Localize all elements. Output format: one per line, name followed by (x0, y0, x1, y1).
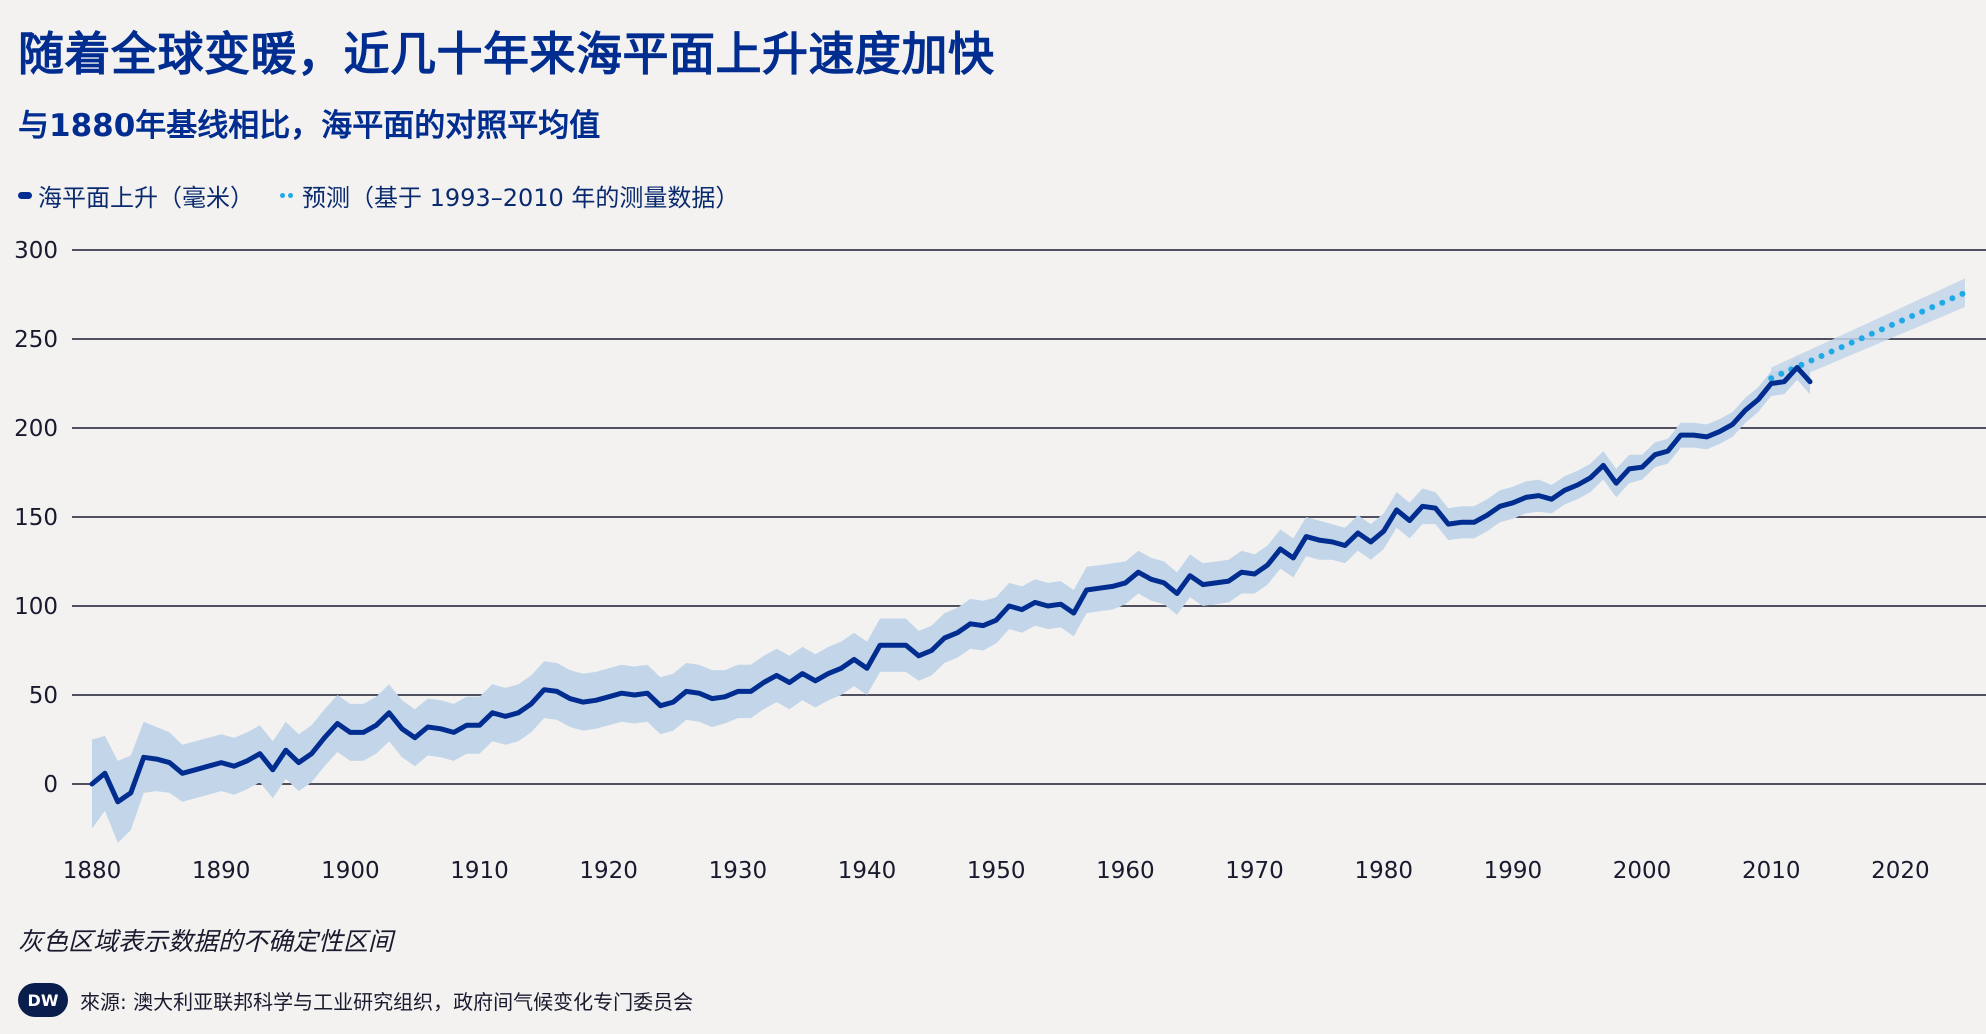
y-tick-150: 150 (14, 505, 58, 531)
source-text: 來源: 澳大利亚联邦科学与工业研究组织，政府间气候变化专门委员会 (80, 989, 694, 1014)
legend-item-projection: 预测（基于 1993–2010 年的测量数据） (280, 178, 739, 213)
chart-subtitle: 与1880年基线相比，海平面的对照平均值 (18, 108, 601, 144)
x-tick-1960: 1960 (1096, 858, 1155, 884)
x-tick-1980: 1980 (1354, 858, 1413, 884)
y-tick-300: 300 (14, 238, 58, 264)
dw-logo: DW (18, 983, 68, 1017)
x-tick-1990: 1990 (1484, 858, 1543, 884)
x-tick-1880: 1880 (63, 858, 122, 884)
x-tick-1920: 1920 (579, 858, 638, 884)
legend-item-observed: 海平面上升（毫米） (18, 178, 254, 213)
x-tick-1940: 1940 (838, 858, 897, 884)
legend-label-projection: 预测（基于 1993–2010 年的测量数据） (302, 184, 740, 212)
x-tick-2000: 2000 (1613, 858, 1672, 884)
y-tick-50: 50 (29, 683, 58, 709)
legend-label-observed: 海平面上升（毫米） (38, 184, 254, 212)
legend-swatch-dotted (280, 193, 296, 198)
uncertainty-band-0 (92, 355, 1810, 843)
uncertainty-band-1 (1771, 278, 1965, 389)
legend: 海平面上升（毫米） 预测（基于 1993–2010 年的测量数据） (18, 178, 765, 213)
x-tick-1930: 1930 (709, 858, 768, 884)
x-tick-1900: 1900 (321, 858, 380, 884)
chart-title: 随着全球变暖，近几十年来海平面上升速度加快 (18, 27, 995, 81)
uncertainty-note: 灰色区域表示数据的不确定性区间 (18, 927, 394, 956)
x-tick-1970: 1970 (1225, 858, 1284, 884)
x-tick-1950: 1950 (967, 858, 1026, 884)
y-tick-100: 100 (14, 594, 58, 620)
uncertainty-band-layer (92, 278, 1965, 843)
x-tick-2010: 2010 (1742, 858, 1801, 884)
x-tick-1890: 1890 (192, 858, 251, 884)
x-tick-labels: 1880 1890 1900 1910 1920 1930 1940 1950 1960 1970… (63, 858, 1930, 884)
y-tick-200: 200 (14, 416, 58, 442)
x-tick-1910: 1910 (450, 858, 509, 884)
legend-swatch-solid (18, 192, 32, 199)
x-tick-2020: 2020 (1871, 858, 1930, 884)
y-tick-labels: 0 50 100 150 200 250 300 (14, 238, 58, 798)
sea-level-line (89, 365, 1813, 805)
y-tick-0: 0 (43, 772, 58, 798)
y-tick-250: 250 (14, 327, 58, 353)
projection-line (1768, 289, 1968, 382)
footer: DW 來源: 澳大利亚联邦科学与工业研究组织，政府间气候变化专门委员会 (18, 983, 693, 1017)
series-line-layer (89, 289, 1968, 805)
